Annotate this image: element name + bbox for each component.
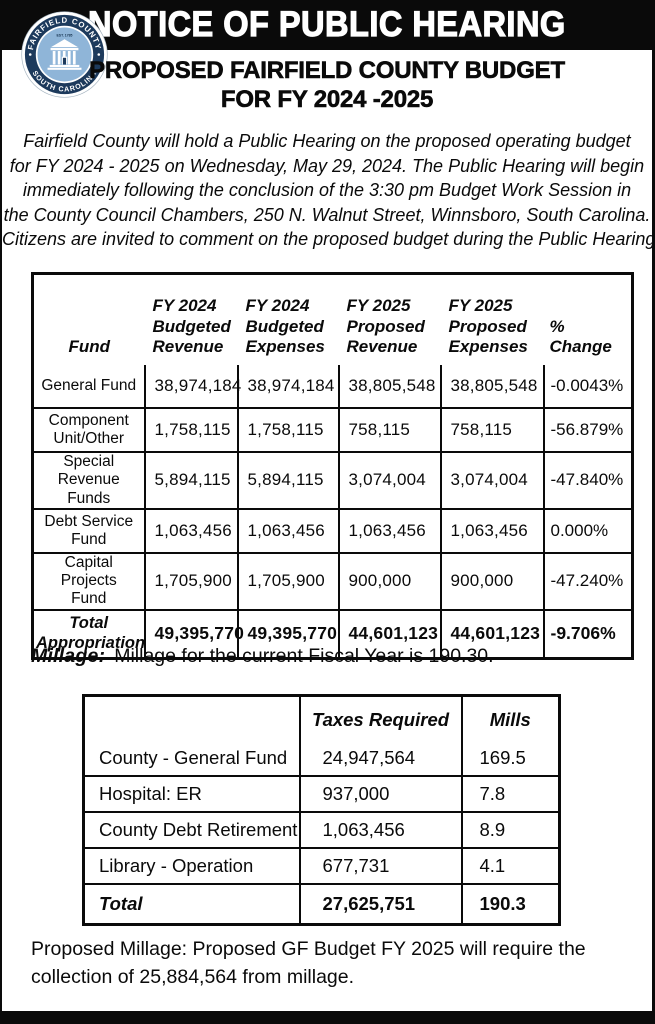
row-total-appropriation: Total Appropriation 49,395,770 49,395,77… [32, 608, 633, 659]
cell: 900,000 [439, 551, 544, 610]
cell: 1,063,456 [236, 507, 339, 553]
fund-label: General Fund [41, 376, 137, 394]
banner: NOTICE OF PUBLIC HEARING [2, 0, 652, 50]
cell: 4.1 [460, 847, 560, 884]
cell: -9.706% [542, 608, 633, 659]
intro-line: for FY 2024 - 2025 on Wednesday, May 29,… [9, 155, 645, 176]
seal-est-text: EST. 1785 [56, 34, 72, 38]
millage-table-header-row: Taxes Required Mills [84, 695, 560, 742]
cell: 0.000% [542, 507, 633, 553]
cell: 38,805,548 [439, 365, 544, 408]
millage-note: Millage: Millage for the current Fiscal Y… [31, 645, 494, 668]
cell: -47.840% [542, 451, 633, 509]
intro-line: Citizens are invited to comment on the p… [2, 229, 655, 249]
proposed-millage-text: Proposed GF Budget FY 2025 will require … [31, 938, 586, 988]
cell: 7.8 [460, 775, 560, 812]
cell: 44,601,123 [337, 608, 441, 659]
header-fund: Fund [68, 337, 111, 357]
row-hospital-er: Hospital: ER 937,000 7.8 [83, 775, 560, 812]
header-taxes-required: Taxes Required [298, 695, 462, 741]
courthouse-icon [47, 39, 82, 70]
row-capital-projects-fund: Capital Projects Fund 1,705,900 1,705,90… [32, 551, 633, 610]
intro-line: Fairfield County will hold a Public Hear… [23, 131, 631, 151]
cell: -47.240% [542, 551, 633, 610]
millage-table: Taxes Required Mills County - General Fu… [82, 694, 561, 926]
row-millage-total: Total 27,625,751 190.3 [83, 883, 560, 925]
proposed-millage-note: Proposed Millage: Proposed GF Budget FY … [31, 936, 646, 991]
millage-label: Hospital: ER [83, 775, 300, 812]
cell: 38,974,184 [143, 365, 241, 408]
page-border-bottom [2, 1011, 652, 1024]
cell: 169.5 [460, 741, 560, 776]
page-title-line2: FOR FY 2024 -2025 [220, 86, 434, 114]
row-county-general-fund: County - General Fund 24,947,564 169.5 [84, 741, 560, 776]
total-label: Total Appropriation [32, 608, 145, 659]
cell: 1,705,900 [236, 551, 339, 610]
cell: 5,894,115 [236, 451, 339, 509]
fairfield-county-seal-icon: FAIRFIELD COUNTY SOUTH CAROLINA EST. 178… [21, 11, 108, 98]
header-blank [84, 696, 300, 742]
header-fy2025-proposed-revenue: FY 2025 Proposed Revenue [346, 295, 425, 357]
cell: -0.0043% [542, 365, 633, 408]
cell: 3,074,004 [337, 451, 441, 509]
row-debt-service-fund: Debt Service Fund 1,063,456 1,063,456 1,… [32, 507, 633, 553]
fund-label: Special Revenue Funds [32, 451, 145, 509]
cell: 677,731 [298, 847, 462, 884]
header-fy2024-budgeted-expenses: FY 2024 Budgeted Expenses [245, 295, 325, 357]
cell: 1,063,456 [337, 507, 441, 553]
cell: -56.879% [542, 407, 633, 452]
budget-table-header-row: Fund FY 2024 Budgeted Revenue FY 2024 Bu… [33, 274, 633, 366]
intro-paragraph: Fairfield County will hold a Public Hear… [2, 129, 652, 252]
banner-title: NOTICE OF PUBLIC HEARING [88, 4, 566, 44]
millage-label: Library - Operation [83, 847, 300, 884]
cell: 190.3 [460, 883, 560, 925]
row-general-fund: General Fund 38,974,184 38,974,184 38,80… [33, 365, 633, 408]
row-special-revenue-funds: Special Revenue Funds 5,894,115 5,894,11… [32, 451, 633, 509]
millage-note-label: Millage: [31, 645, 106, 667]
cell: 38,974,184 [236, 365, 339, 408]
budget-table: Fund FY 2024 Budgeted Revenue FY 2024 Bu… [31, 272, 634, 660]
millage-note-text: Millage for the current Fiscal Year is 1… [114, 645, 494, 667]
cell: 1,705,900 [143, 551, 238, 610]
millage-label: County - General Fund [99, 747, 288, 768]
header-percent-change: % Change [549, 316, 612, 357]
fund-label: Component Unit/Other [32, 407, 145, 452]
row-county-debt-retirement: County Debt Retirement 1,063,456 8.9 [83, 811, 560, 848]
cell: 3,074,004 [439, 451, 544, 509]
cell: 5,894,115 [143, 451, 238, 509]
proposed-millage-label: Proposed Millage: [31, 938, 188, 960]
header-fy2025-proposed-expenses: FY 2025 Proposed Expenses [448, 295, 528, 357]
fund-label: Debt Service Fund [32, 507, 145, 553]
cell: 8.9 [460, 811, 560, 848]
total-label: Total [83, 883, 300, 925]
cell: 937,000 [298, 775, 462, 812]
fund-label: Capital Projects Fund [32, 551, 145, 610]
cell: 1,758,115 [236, 407, 339, 452]
cell: 27,625,751 [298, 883, 462, 925]
cell: 1,063,456 [439, 507, 544, 553]
millage-label: County Debt Retirement [83, 811, 300, 848]
intro-line: immediately following the conclusion of … [22, 180, 632, 200]
cell: 1,758,115 [143, 407, 238, 452]
cell: 38,805,548 [337, 365, 441, 408]
cell: 758,115 [337, 407, 441, 452]
page-title-line1: PROPOSED FAIRFIELD COUNTY BUDGET [89, 57, 566, 85]
header-mills: Mills [460, 695, 560, 741]
cell: 1,063,456 [143, 507, 238, 553]
header-fy2024-budgeted-revenue: FY 2024 Budgeted Revenue [152, 295, 231, 357]
cell: 49,395,770 [143, 608, 244, 659]
cell: 44,601,123 [439, 608, 544, 659]
cell: 1,063,456 [298, 811, 462, 848]
cell: 24,947,564 [298, 741, 462, 776]
cell: 49,395,770 [236, 608, 339, 659]
row-library-operation: Library - Operation 677,731 4.1 [83, 847, 560, 884]
cell: 900,000 [337, 551, 441, 610]
row-component-unit-other: Component Unit/Other 1,758,115 1,758,115… [32, 407, 633, 452]
intro-line: the County Council Chambers, 250 N. Waln… [3, 204, 651, 225]
cell: 758,115 [439, 407, 544, 452]
